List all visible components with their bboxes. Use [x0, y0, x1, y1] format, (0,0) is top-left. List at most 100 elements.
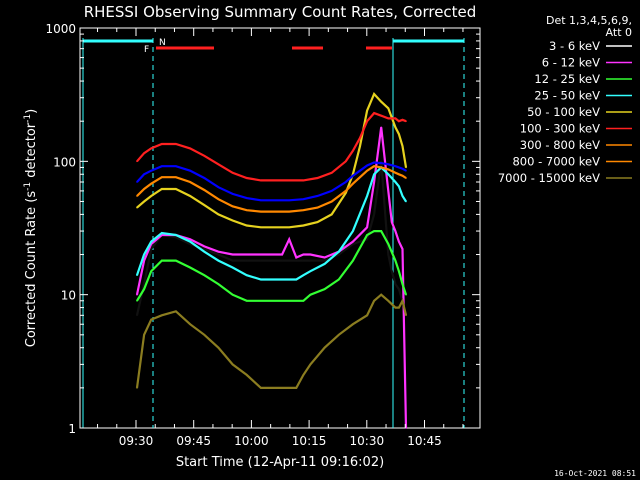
data-point [302, 224, 305, 227]
data-point [143, 152, 145, 154]
data-point [366, 164, 368, 167]
data-point [345, 160, 347, 163]
data-point [136, 387, 138, 389]
data-point [245, 300, 248, 302]
data-point [143, 259, 145, 262]
plot-marks: NF [82, 38, 465, 428]
data-point [136, 206, 138, 209]
data-point [380, 126, 383, 129]
legend-label: 100 - 300 keV [520, 122, 600, 136]
x-tick-label: 10:00 [234, 434, 269, 448]
data-point [387, 117, 390, 120]
data-point [189, 266, 191, 269]
data-point [189, 323, 191, 326]
data-point [175, 165, 177, 167]
data-point [217, 213, 220, 216]
data-point [380, 230, 383, 232]
data-point [281, 253, 283, 256]
data-point [398, 133, 400, 135]
data-point [405, 120, 407, 122]
series-3 [136, 230, 408, 302]
data-point [302, 274, 305, 277]
data-point [302, 198, 305, 200]
data-point [398, 240, 400, 243]
data-point [338, 278, 340, 281]
data-point [398, 166, 400, 169]
data-point [150, 195, 152, 197]
data-point [394, 230, 397, 232]
data-point [274, 253, 276, 256]
data-point [288, 199, 291, 202]
x-tick-label: 10:15 [292, 434, 327, 448]
data-point [345, 181, 347, 183]
data-point [161, 143, 163, 145]
legend-label: 50 - 100 keV [527, 105, 600, 119]
data-point [150, 240, 152, 243]
data-point [295, 256, 298, 259]
data-point [366, 234, 368, 236]
series-8 [136, 165, 407, 213]
data-point [217, 346, 220, 349]
data-point [380, 114, 383, 117]
data-point [373, 230, 375, 232]
data-point [274, 226, 276, 229]
data-point [203, 248, 206, 250]
data-point [231, 363, 234, 366]
data-point [302, 374, 305, 376]
data-point [373, 93, 375, 95]
data-point [302, 259, 305, 262]
data-point [245, 224, 248, 227]
data-point [203, 334, 206, 336]
data-point [136, 195, 138, 197]
data-point [231, 193, 234, 195]
data-point [245, 374, 248, 376]
series-1 [135, 160, 408, 317]
series-7 [136, 161, 407, 202]
data-point [260, 226, 262, 229]
data-point [281, 259, 283, 262]
data-point [217, 198, 220, 200]
data-point [352, 240, 354, 243]
data-point [217, 186, 220, 188]
series-layer [135, 91, 408, 429]
data-point [387, 107, 390, 110]
data-point [260, 179, 262, 182]
data-point [245, 259, 248, 262]
data-point [203, 177, 206, 179]
data-point [359, 145, 361, 147]
data-point [373, 161, 375, 164]
data-point [288, 179, 291, 182]
data-point [231, 205, 234, 208]
data-point [373, 300, 375, 302]
data-point [245, 253, 248, 256]
data-point [260, 199, 262, 202]
data-point [231, 266, 234, 269]
legend-header: Att 0 [606, 26, 632, 39]
data-point [330, 190, 333, 192]
data-point [175, 259, 177, 262]
legend-label: 6 - 12 keV [542, 56, 600, 70]
data-point [136, 181, 138, 183]
data-point [295, 278, 298, 281]
data-point [391, 221, 393, 223]
legend: Det 1,3,4,5,6,9,Att 0 3 - 6 keV 6 - 12 keV… [498, 14, 632, 185]
data-point [394, 117, 397, 120]
x-tick-label: 10:30 [350, 434, 385, 448]
data-point [394, 259, 397, 262]
data-point [189, 147, 191, 150]
data-point [405, 200, 407, 203]
data-point [394, 126, 397, 129]
y-tick-label: 10 [61, 289, 76, 303]
data-point [352, 243, 354, 245]
data-point [150, 270, 152, 273]
data-point [260, 278, 262, 281]
data-point [260, 300, 262, 302]
data-point [394, 306, 397, 309]
y-tick-label: 1000 [45, 22, 76, 36]
data-point [398, 185, 400, 188]
data-point [217, 259, 220, 262]
data-point [136, 274, 138, 277]
data-point [161, 176, 163, 178]
data-point [330, 200, 333, 203]
